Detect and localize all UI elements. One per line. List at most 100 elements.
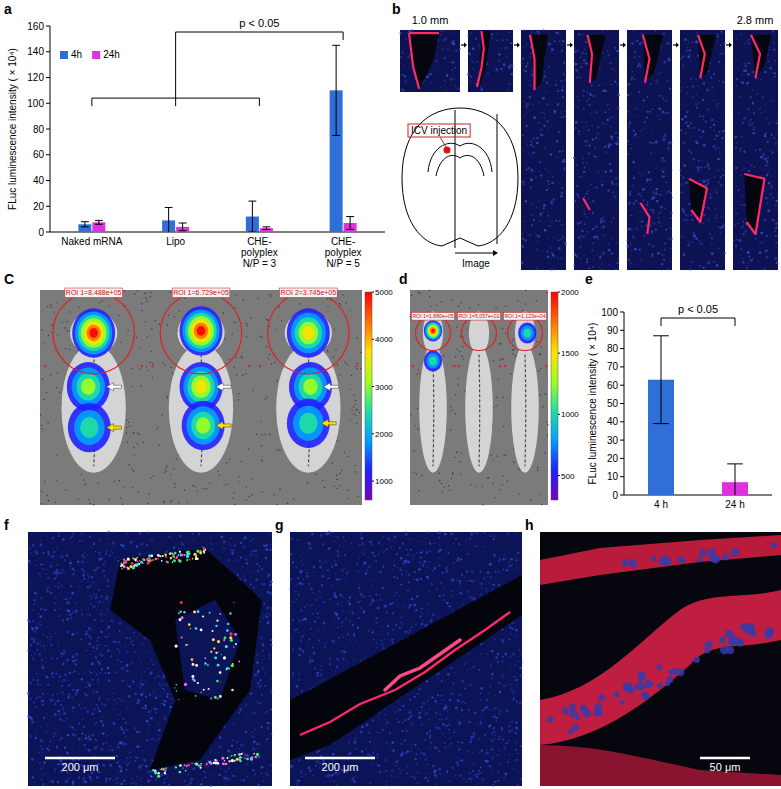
nucleus <box>616 242 617 243</box>
nucleus <box>584 196 586 198</box>
arrow-head <box>676 43 679 48</box>
nucleus <box>741 136 743 138</box>
nucleus <box>610 170 612 172</box>
texture-dot <box>169 501 170 502</box>
nucleus <box>575 63 578 66</box>
nucleus <box>692 41 694 43</box>
nucleus <box>683 211 686 214</box>
nucleus <box>711 86 713 88</box>
nucleus <box>531 31 533 33</box>
nucleus <box>655 228 658 231</box>
texture-dot <box>277 380 278 381</box>
nucleus <box>528 234 531 237</box>
nucleus <box>752 132 755 135</box>
nucleus <box>558 263 559 264</box>
nucleus <box>774 76 776 78</box>
nucleus <box>522 183 524 185</box>
nucleus <box>643 199 645 201</box>
nucleus <box>655 80 657 82</box>
nucleus <box>581 34 583 36</box>
nucleus <box>688 149 691 152</box>
nucleus <box>587 92 589 94</box>
nucleus <box>539 213 542 216</box>
nucleus <box>772 79 773 80</box>
texture-dot <box>157 426 158 427</box>
nucleus <box>702 180 705 183</box>
nucleus <box>660 206 663 209</box>
texture-dot <box>184 298 185 299</box>
micrograph <box>733 30 779 270</box>
nucleus <box>646 178 649 181</box>
texture-dot <box>350 310 351 311</box>
nucleus <box>684 38 687 41</box>
nucleus <box>403 64 404 65</box>
nucleus <box>689 49 691 51</box>
nucleus <box>738 267 739 268</box>
arrow-head <box>464 43 467 48</box>
nucleus <box>739 112 741 114</box>
nucleus <box>774 257 777 260</box>
nucleus <box>607 50 608 51</box>
nucleus <box>543 113 545 115</box>
nucleus <box>614 142 616 144</box>
nucleus <box>617 141 618 142</box>
texture-dot <box>287 503 288 504</box>
nucleus <box>750 119 752 121</box>
texture-dot <box>259 336 260 337</box>
nucleus <box>771 184 773 186</box>
nucleus <box>537 235 539 237</box>
texture-dot <box>248 496 249 497</box>
nucleus <box>561 187 563 189</box>
nucleus <box>717 121 718 122</box>
texture-dot <box>146 301 147 302</box>
nucleus <box>687 244 690 247</box>
texture-dot <box>203 488 204 489</box>
texture-dot <box>129 464 130 465</box>
nucleus <box>536 142 539 145</box>
texture-dot <box>241 461 242 462</box>
nucleus <box>532 171 534 173</box>
texture-dot <box>184 490 185 491</box>
nucleus <box>756 143 757 144</box>
nucleus <box>404 75 406 77</box>
nucleus <box>604 201 605 202</box>
texture-dot <box>101 300 102 301</box>
texture-dot <box>357 496 358 497</box>
nucleus <box>579 63 580 64</box>
nucleus <box>581 230 583 232</box>
nucleus <box>646 96 648 98</box>
nucleus <box>720 232 722 234</box>
nucleus <box>402 52 404 54</box>
nucleus <box>637 137 639 139</box>
nucleus <box>641 105 642 106</box>
nucleus <box>698 129 700 131</box>
micrograph <box>679 30 726 271</box>
texture-dot <box>276 504 277 505</box>
nucleus <box>523 221 525 223</box>
nucleus <box>600 269 601 270</box>
nucleus <box>522 117 523 118</box>
texture-dot <box>129 425 130 426</box>
nucleus <box>695 41 697 43</box>
nucleus <box>774 230 776 232</box>
nucleus <box>608 264 609 265</box>
nucleus <box>634 133 637 136</box>
nucleus <box>520 62 522 64</box>
nucleus <box>703 82 705 84</box>
texture-dot <box>126 433 127 434</box>
texture-dot <box>266 346 267 347</box>
nucleus <box>602 30 603 31</box>
texture-dot <box>47 422 48 423</box>
texture-dot <box>348 498 349 499</box>
significance: p < 0.05 <box>661 303 735 326</box>
nucleus <box>424 80 425 81</box>
nucleus <box>459 87 460 88</box>
texture-dot <box>146 366 147 367</box>
nucleus <box>600 218 602 220</box>
nucleus <box>535 124 536 125</box>
nucleus <box>575 138 576 139</box>
texture-dot <box>258 298 259 299</box>
nucleus <box>600 220 602 222</box>
nucleus <box>527 167 529 169</box>
nucleus <box>670 217 672 219</box>
